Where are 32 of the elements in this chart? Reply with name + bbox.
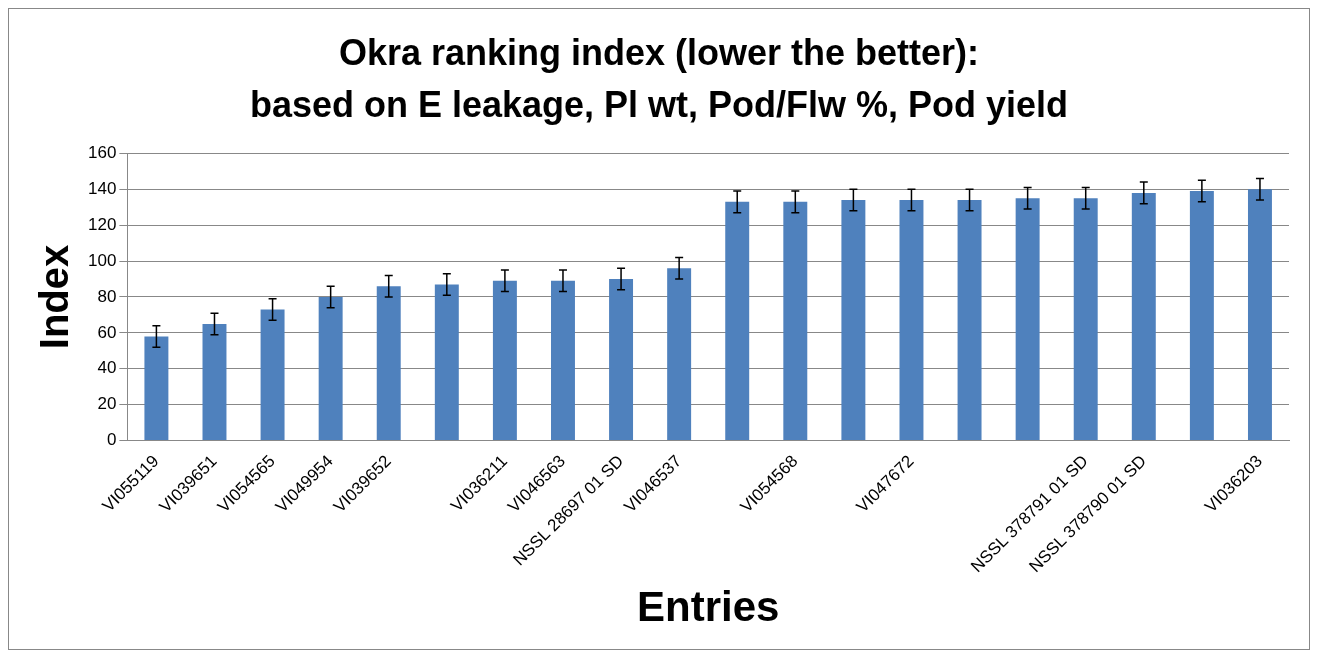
bar: [144, 336, 169, 441]
bar: [318, 296, 343, 441]
y-tick-label: 40: [97, 358, 117, 378]
y-tick-label: 60: [97, 322, 117, 342]
bar: [1247, 189, 1272, 441]
bar: [667, 268, 692, 441]
bar: [609, 279, 634, 441]
y-axis-title: Index: [32, 244, 77, 350]
bar: [725, 201, 750, 441]
y-tick-label: 100: [87, 250, 117, 270]
bar: [841, 200, 866, 441]
bar: [1015, 198, 1040, 441]
x-axis-title: Entries: [636, 583, 780, 631]
y-tick-label: 140: [87, 178, 117, 198]
y-tick-label: 0: [106, 430, 117, 450]
y-tick-label: 160: [87, 143, 117, 163]
bar: [260, 309, 285, 441]
bar: [492, 280, 517, 441]
bar: [434, 284, 459, 441]
bar: [899, 200, 924, 441]
bar: [783, 201, 808, 441]
bar: [376, 286, 401, 441]
bar: [202, 323, 227, 441]
y-tick-label: 120: [87, 214, 117, 234]
y-tick-label: 80: [97, 286, 117, 306]
bar: [1189, 191, 1214, 441]
y-tick-label: 20: [97, 394, 117, 414]
bar: [957, 200, 982, 441]
chart-title: Okra ranking index (lower the better): based on E leakage, Pl wt, Pod/Flw %, Pod yield: [249, 32, 1069, 126]
bar: [551, 280, 575, 441]
bar: [1073, 198, 1098, 441]
bar: [1131, 192, 1156, 441]
